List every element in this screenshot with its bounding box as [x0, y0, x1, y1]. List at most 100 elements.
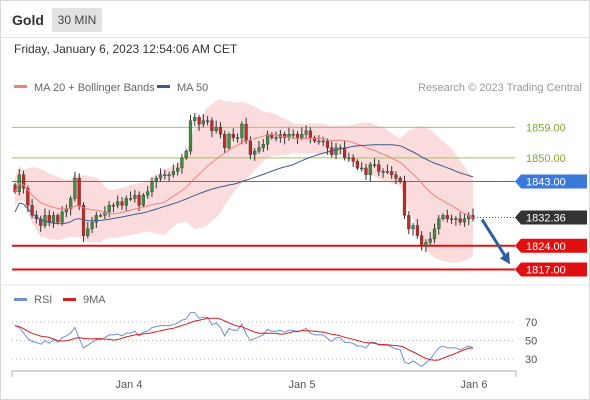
pivot-label-box-2 [515, 174, 587, 189]
candle [111, 204, 116, 207]
rsi-legend-label-0: RSI [34, 294, 52, 306]
resistance-label-0: 1859.00 [526, 122, 566, 134]
x-tick-label: Jan 4 [116, 379, 143, 391]
candle [51, 215, 56, 223]
candle [407, 215, 411, 230]
candle [385, 171, 389, 173]
candle [381, 171, 385, 173]
current-label-3: 1832.36 [526, 213, 566, 225]
candle [283, 133, 287, 138]
rsi-tick-label: 30 [525, 354, 537, 366]
candle [120, 201, 124, 206]
x-tick-label: Jan 6 [461, 379, 488, 391]
candle [56, 215, 60, 223]
candle [364, 167, 368, 176]
current-label-box-3 [515, 210, 587, 225]
candle [415, 225, 419, 236]
candle [150, 181, 154, 192]
rsi-legend-swatch-0 [14, 298, 27, 301]
candle [98, 215, 103, 217]
candle [188, 120, 193, 152]
rsi-line [14, 312, 474, 368]
candle [235, 137, 240, 139]
candle [441, 215, 445, 219]
candle [458, 218, 462, 223]
candle [321, 140, 325, 143]
candle [39, 218, 43, 226]
candle [47, 215, 51, 223]
candle [304, 130, 308, 135]
candle [154, 177, 158, 182]
candle [30, 204, 34, 216]
candle [450, 218, 454, 220]
timestamp: Friday, January 6, 2023 12:54:06 AM CET [14, 42, 238, 56]
candle [308, 130, 312, 138]
candle [223, 133, 227, 148]
candle [334, 147, 338, 155]
support-label-box-4 [515, 238, 587, 253]
candle [300, 133, 304, 138]
candle [184, 150, 188, 159]
candle [240, 123, 244, 138]
candle [244, 123, 248, 142]
candle [398, 177, 402, 182]
candle [257, 147, 261, 152]
chart-header: Gold 30 MIN [1, 1, 589, 38]
candle [266, 133, 270, 145]
bollinger-band [15, 99, 473, 263]
candle [317, 140, 321, 143]
candle [343, 147, 347, 158]
candle [133, 194, 137, 199]
candle [402, 181, 407, 216]
candle [390, 171, 394, 175]
candle [295, 133, 300, 138]
candle [201, 120, 205, 125]
candle [205, 120, 210, 122]
candle [176, 167, 180, 172]
legend-swatch-1 [157, 85, 170, 88]
candle [107, 204, 111, 213]
candle [261, 144, 265, 148]
candle [373, 164, 377, 166]
candle [158, 174, 163, 179]
copyright-text: Research © 2023 Trading Central [418, 82, 582, 94]
timeframe-button[interactable]: 30 MIN [52, 8, 102, 32]
candle [146, 191, 150, 196]
candle [26, 188, 30, 206]
candle [231, 133, 235, 138]
candle [355, 161, 359, 169]
legend-label-0: MA 20 + Bollinger Bands [34, 82, 155, 94]
rsi-tick-label: 50 [525, 336, 537, 348]
candle [394, 174, 398, 179]
candle [137, 194, 141, 206]
candle [351, 157, 355, 162]
candle [77, 177, 81, 206]
candle [227, 133, 231, 148]
candle [291, 133, 295, 136]
candle [360, 167, 364, 170]
candle [86, 228, 90, 236]
candle [424, 242, 428, 246]
rsi-tick-label: 70 [525, 317, 537, 329]
candle [193, 117, 197, 121]
rsi-legend-label-1: 9MA [83, 294, 106, 306]
forecast-arrow-shaft [480, 218, 508, 259]
candle [432, 228, 437, 240]
candle [94, 215, 98, 223]
legend-label-1: MA 50 [177, 82, 208, 94]
candle [437, 218, 441, 229]
candle [124, 198, 128, 206]
forecast-arrow-head [500, 251, 510, 265]
candle [90, 221, 94, 230]
candle [73, 177, 77, 199]
support-label-4: 1824.00 [526, 241, 566, 253]
candle [445, 215, 449, 219]
ma20-line [14, 133, 474, 219]
rsi-legend-swatch-1 [63, 298, 76, 301]
ma50-line [14, 144, 474, 225]
candle [210, 120, 214, 131]
candle [347, 157, 351, 160]
candle [325, 140, 330, 149]
candle [462, 218, 466, 223]
legend-swatch-0 [14, 85, 27, 88]
